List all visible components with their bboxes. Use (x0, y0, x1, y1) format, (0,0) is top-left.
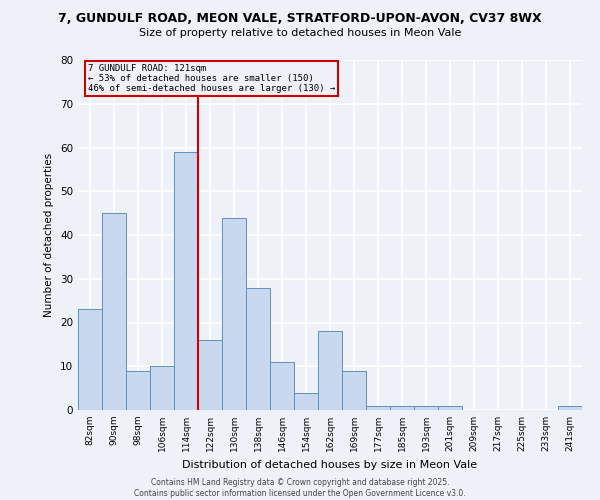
Bar (294, 392, 318, 410)
Bar (342, 370, 366, 410)
Bar (318, 331, 342, 410)
Bar (198, 340, 222, 410)
Text: 7, GUNDULF ROAD, MEON VALE, STRATFORD-UPON-AVON, CV37 8WX: 7, GUNDULF ROAD, MEON VALE, STRATFORD-UP… (58, 12, 542, 26)
Bar (246, 288, 270, 410)
Bar (222, 218, 246, 410)
Bar (414, 406, 438, 410)
Text: Size of property relative to detached houses in Meon Vale: Size of property relative to detached ho… (139, 28, 461, 38)
Y-axis label: Number of detached properties: Number of detached properties (44, 153, 55, 317)
Bar (270, 362, 294, 410)
Bar (438, 406, 462, 410)
Bar (102, 213, 126, 410)
Text: Contains HM Land Registry data © Crown copyright and database right 2025.
Contai: Contains HM Land Registry data © Crown c… (134, 478, 466, 498)
Bar (78, 310, 102, 410)
Bar (390, 406, 414, 410)
Text: 7 GUNDULF ROAD: 121sqm
← 53% of detached houses are smaller (150)
46% of semi-de: 7 GUNDULF ROAD: 121sqm ← 53% of detached… (88, 64, 335, 94)
Bar (126, 370, 150, 410)
Bar (366, 406, 390, 410)
Bar (174, 152, 198, 410)
Bar (150, 366, 174, 410)
X-axis label: Distribution of detached houses by size in Meon Vale: Distribution of detached houses by size … (182, 460, 478, 469)
Bar (558, 406, 582, 410)
